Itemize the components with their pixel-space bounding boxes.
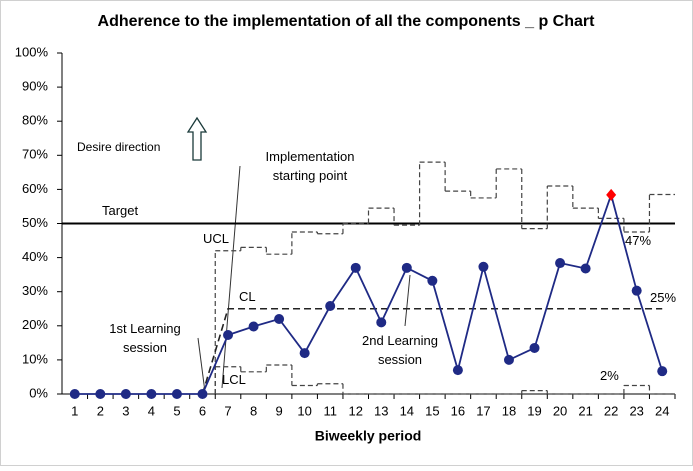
y-tick-label: 60% xyxy=(22,181,48,196)
y-tick-label: 90% xyxy=(22,79,48,94)
y-tick-label: 30% xyxy=(22,283,48,298)
annotation: 1st Learning session xyxy=(109,321,181,355)
data-marker xyxy=(299,348,310,359)
data-marker xyxy=(631,285,642,296)
data-marker xyxy=(95,389,106,399)
annotation: CL xyxy=(239,289,256,304)
center-line xyxy=(201,307,663,395)
data-marker xyxy=(120,389,131,399)
x-tick-label: 14 xyxy=(400,403,414,418)
x-tick-label: 10 xyxy=(297,403,311,418)
x-tick-label: 20 xyxy=(553,403,567,418)
annotation: UCL xyxy=(203,231,229,246)
x-tick-label: 9 xyxy=(275,403,282,418)
data-marker xyxy=(146,389,157,399)
annotation: 2nd Learning session xyxy=(362,333,438,367)
y-tick-label: 70% xyxy=(22,147,48,162)
data-marker xyxy=(503,354,514,365)
x-tick-label: 21 xyxy=(578,403,592,418)
data-marker xyxy=(478,261,489,272)
x-axis-title: Biweekly period xyxy=(315,428,422,444)
data-marker xyxy=(376,317,387,328)
annotation-line: session xyxy=(378,352,422,367)
annotation: 2% xyxy=(600,368,619,383)
y-tick-label: 100% xyxy=(15,44,49,59)
data-marker xyxy=(274,313,285,324)
x-tick-label: 8 xyxy=(250,403,257,418)
direction-arrow xyxy=(186,116,208,161)
annotation-line: CL xyxy=(239,289,256,304)
data-marker xyxy=(580,263,591,274)
annotation-line: session xyxy=(123,340,167,355)
annotation-line: LCL xyxy=(222,372,246,387)
annotation-line: 2% xyxy=(600,368,619,383)
x-tick-label: 1 xyxy=(71,403,78,418)
x-tick-label: 4 xyxy=(148,403,155,418)
data-marker xyxy=(529,342,540,353)
annotation-line: 1st Learning xyxy=(109,321,181,336)
annotation-line: UCL xyxy=(203,231,229,246)
annotation: Implementation starting point xyxy=(266,149,355,183)
annotation: LCL xyxy=(222,372,246,387)
annotation-line: Desire direction xyxy=(77,140,160,154)
x-tick-label: 24 xyxy=(655,403,669,418)
y-tick-label: 0% xyxy=(29,385,48,400)
annotation: Desire direction xyxy=(77,140,160,154)
annotation-line: 2nd Learning xyxy=(362,333,438,348)
data-marker xyxy=(555,258,566,269)
annotation-line: Implementation xyxy=(266,149,355,164)
data-marker xyxy=(657,366,668,377)
data-marker xyxy=(452,365,463,376)
y-tick-label: 20% xyxy=(22,317,48,332)
x-tick-label: 7 xyxy=(224,403,231,418)
leader-line xyxy=(221,165,241,389)
annotation: 25% xyxy=(650,290,676,305)
x-tick-label: 22 xyxy=(604,403,618,418)
data-marker xyxy=(223,330,234,341)
data-marker xyxy=(325,301,336,312)
y-tick-label: 80% xyxy=(22,113,48,128)
y-tick-label: 50% xyxy=(22,215,48,230)
x-tick-label: 17 xyxy=(476,403,490,418)
leader-line xyxy=(197,337,206,393)
x-tick-label: 3 xyxy=(122,403,129,418)
highlight-marker xyxy=(606,188,617,201)
x-tick-label: 19 xyxy=(527,403,541,418)
y-tick-label: 10% xyxy=(22,351,48,366)
x-tick-label: 6 xyxy=(199,403,206,418)
data-marker xyxy=(197,389,208,399)
data-marker xyxy=(69,389,80,399)
x-tick-label: 23 xyxy=(629,403,643,418)
annotation-line: starting point xyxy=(273,168,348,183)
data-marker xyxy=(427,275,438,286)
annotation-line: 25% xyxy=(650,290,676,305)
chart-title: Adherence to the implementation of all t… xyxy=(98,13,596,30)
annotation: 47% xyxy=(625,233,651,248)
target-label: Target xyxy=(102,203,139,218)
x-tick-label: 18 xyxy=(502,403,516,418)
x-tick-label: 2 xyxy=(97,403,104,418)
x-tick-label: 11 xyxy=(323,403,337,418)
leader-line xyxy=(404,274,411,327)
x-tick-label: 15 xyxy=(425,403,439,418)
x-tick-label: 13 xyxy=(374,403,388,418)
y-tick-label: 40% xyxy=(22,249,48,264)
x-tick-label: 5 xyxy=(173,403,180,418)
data-marker xyxy=(171,389,182,399)
x-tick-label: 12 xyxy=(348,403,362,418)
data-marker xyxy=(350,262,361,273)
x-tick-label: 16 xyxy=(451,403,465,418)
data-marker xyxy=(401,262,412,273)
data-marker xyxy=(248,321,259,332)
annotation-line: 47% xyxy=(625,233,651,248)
